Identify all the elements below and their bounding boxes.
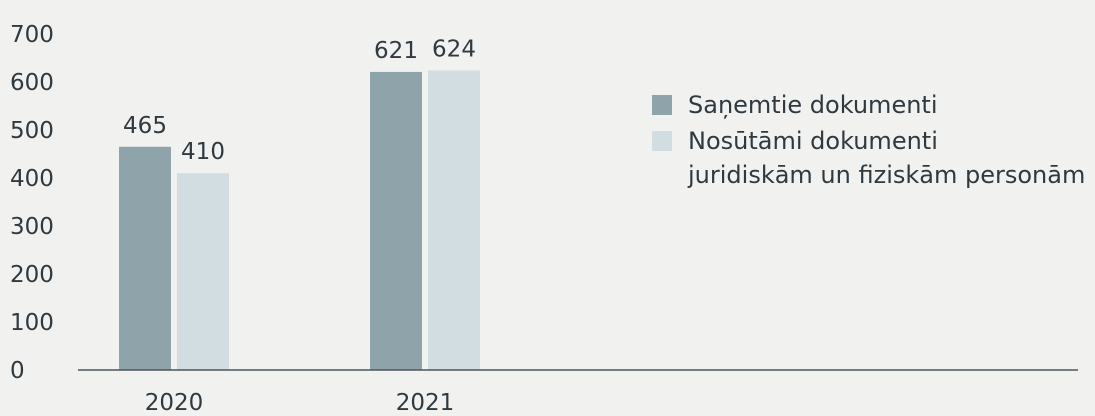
legend-item-received: Saņemtie dokumenti	[652, 88, 1085, 122]
bars	[119, 70, 480, 371]
y-axis-ticks: 0 100 200 300 400 500 600 700	[10, 22, 54, 384]
y-tick-label: 200	[10, 262, 54, 288]
bar-2020-series-0	[119, 146, 171, 370]
data-label-2020-series-1: 410	[181, 139, 225, 165]
category-labels: 2020 2021	[145, 390, 455, 416]
data-label-2021-series-0: 621	[374, 38, 418, 64]
y-tick-label: 300	[10, 214, 54, 240]
x-category-label-2021: 2021	[396, 390, 455, 416]
legend-swatch-sent	[652, 131, 672, 151]
legend-swatch-received	[652, 95, 672, 115]
y-tick-label: 400	[10, 166, 54, 192]
y-tick-label: 100	[10, 310, 54, 336]
y-tick-label: 700	[10, 22, 54, 48]
data-label-2021-series-1: 624	[432, 36, 476, 62]
x-category-label-2020: 2020	[145, 390, 204, 416]
legend-label-sent: Nosūtāmi dokumenti juridiskām un fiziskā…	[688, 127, 1086, 189]
bar-2021-series-0	[370, 71, 422, 371]
y-tick-label: 600	[10, 70, 54, 96]
legend: Saņemtie dokumenti Nosūtāmi dokumenti ju…	[652, 88, 1085, 194]
y-tick-label: 0	[10, 358, 25, 384]
data-label-2020-series-0: 465	[123, 113, 167, 139]
bar-2021-series-1	[428, 70, 480, 370]
bar-2020-series-1	[177, 173, 229, 370]
y-tick-label: 500	[10, 118, 54, 144]
data-labels: 465 410 621 624	[123, 36, 476, 165]
legend-item-sent: Nosūtāmi dokumenti juridiskām un fiziskā…	[652, 124, 1085, 192]
legend-label-received: Saņemtie dokumenti	[688, 91, 938, 119]
